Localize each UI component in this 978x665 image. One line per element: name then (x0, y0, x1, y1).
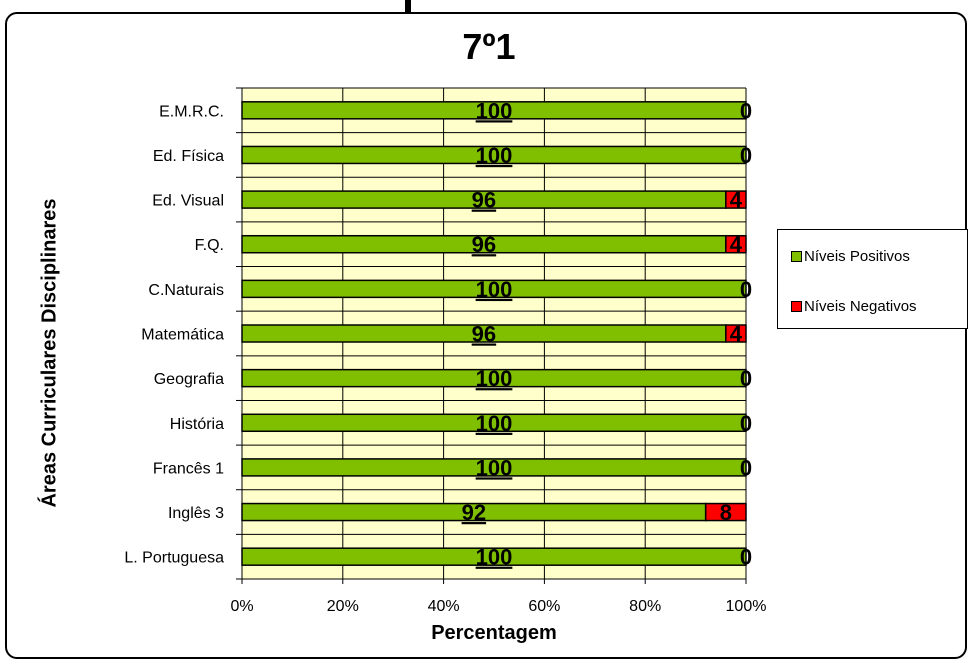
data-label-negative: 0 (740, 545, 752, 570)
category-label: Matemática (141, 327, 224, 344)
data-label-positive: 100 (476, 545, 513, 570)
bar-positive (241, 547, 747, 566)
data-label-positive: 100 (476, 98, 513, 123)
category-label: Ed. Visual (152, 193, 224, 210)
x-axis-label: Percentagem (431, 622, 557, 644)
data-label-positive: 100 (476, 455, 513, 480)
data-label-negative: 0 (740, 455, 752, 480)
bar-negative (725, 324, 747, 343)
x-tick-label: 0% (230, 598, 253, 615)
x-tick-label: 60% (528, 598, 560, 615)
category-label: Ed. Física (153, 148, 224, 165)
legend-item-positive: Níveis Positivos (791, 248, 910, 265)
data-label-positive: 100 (476, 366, 513, 391)
legend-label-positive: Níveis Positivos (804, 248, 910, 265)
bar-positive (241, 368, 747, 388)
top-divider-line (405, 0, 411, 14)
data-label-negative: 4 (730, 232, 743, 257)
bar-positive (241, 101, 747, 120)
data-label-positive: 96 (472, 232, 496, 257)
bar-positive (241, 279, 747, 299)
category-label: Francês 1 (153, 460, 224, 477)
x-tick-label: 40% (428, 598, 460, 615)
data-label-negative: 0 (740, 143, 752, 168)
legend-item-negative: Níveis Negativos (791, 298, 917, 315)
data-label-negative: 4 (730, 322, 743, 347)
data-label-negative: 8 (720, 500, 732, 525)
category-label: Geografia (154, 371, 224, 388)
x-tick-label: 80% (629, 598, 661, 615)
data-label-positive: 92 (462, 500, 486, 525)
chart-title: 7º1 (462, 26, 516, 67)
category-label: C.Naturais (148, 282, 224, 299)
category-label: Inglês 3 (168, 505, 224, 522)
category-label: F.Q. (195, 237, 224, 254)
data-label-positive: 100 (476, 411, 513, 436)
category-label: E.M.R.C. (159, 103, 224, 120)
x-tick-label: 100% (726, 598, 767, 615)
legend-swatch-negative (791, 301, 802, 312)
data-label-negative: 0 (740, 98, 752, 123)
bar-positive (241, 145, 747, 165)
data-label-positive: 100 (476, 277, 513, 302)
bar-negative (725, 190, 747, 209)
legend-label-negative: Níveis Negativos (804, 298, 917, 315)
bar-positive (241, 413, 747, 433)
bar-negative (725, 234, 747, 254)
data-label-negative: 0 (740, 277, 752, 302)
legend: Níveis Positivos Níveis Negativos (777, 229, 968, 329)
x-tick-label: 20% (327, 598, 359, 615)
data-label-positive: 96 (472, 322, 496, 347)
legend-swatch-positive (791, 251, 802, 262)
bar-negative (704, 502, 747, 522)
data-label-positive: 96 (472, 188, 496, 213)
bar-positive (241, 458, 747, 477)
data-label-positive: 100 (476, 143, 513, 168)
category-label: História (170, 416, 224, 433)
data-label-negative: 0 (740, 411, 752, 436)
category-label: L. Portuguesa (124, 550, 224, 567)
data-label-negative: 0 (740, 366, 752, 391)
data-label-negative: 4 (730, 188, 743, 213)
